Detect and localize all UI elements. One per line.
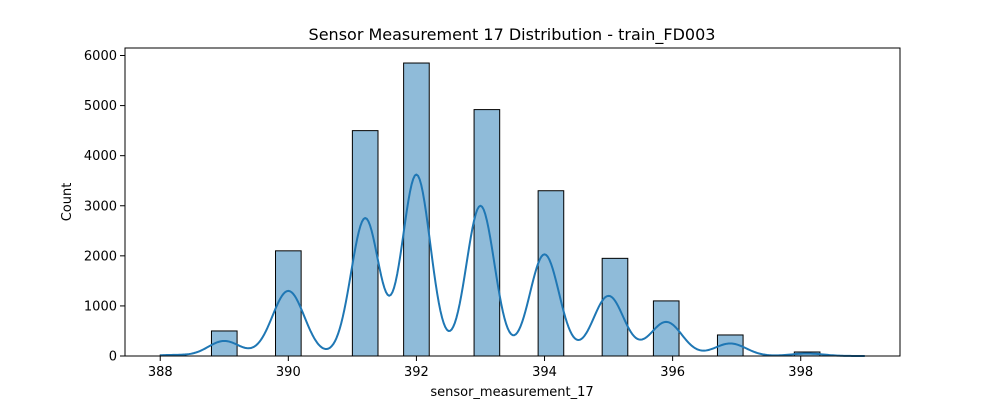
x-tick-label: 394 xyxy=(532,365,557,380)
x-tick-label: 388 xyxy=(148,365,173,380)
y-tick-label: 6000 xyxy=(84,49,117,64)
x-tick-label: 398 xyxy=(788,365,813,380)
histogram-bar-2 xyxy=(275,250,302,357)
y-tick-label: 3000 xyxy=(84,199,117,214)
histogram-bar-5 xyxy=(473,109,501,357)
y-tick-label: 4000 xyxy=(84,149,117,164)
x-tick-label: 392 xyxy=(404,365,429,380)
histogram-bar-7 xyxy=(601,257,629,357)
histogram-bar-8 xyxy=(652,300,680,357)
y-tick-label: 5000 xyxy=(84,99,117,114)
histogram-bar-6 xyxy=(537,190,565,357)
y-tick-label: 1000 xyxy=(84,299,117,314)
plot-area-frame xyxy=(124,47,901,357)
bars-layer xyxy=(159,62,821,357)
y-axis-label: Count xyxy=(60,183,75,222)
x-tick-label: 396 xyxy=(660,365,685,380)
x-tick-label: 390 xyxy=(276,365,301,380)
y-tick-label: 2000 xyxy=(84,249,117,264)
kde-curve xyxy=(160,173,865,357)
y-axis: 0 1000 2000 3000 4000 5000 6000 xyxy=(84,49,125,365)
x-axis-label: sensor_measurement_17 xyxy=(430,385,593,400)
y-tick-label: 0 xyxy=(109,350,117,365)
x-axis: 388 390 392 394 396 398 xyxy=(148,356,813,380)
chart-title: Sensor Measurement 17 Distribution - tra… xyxy=(309,25,716,45)
